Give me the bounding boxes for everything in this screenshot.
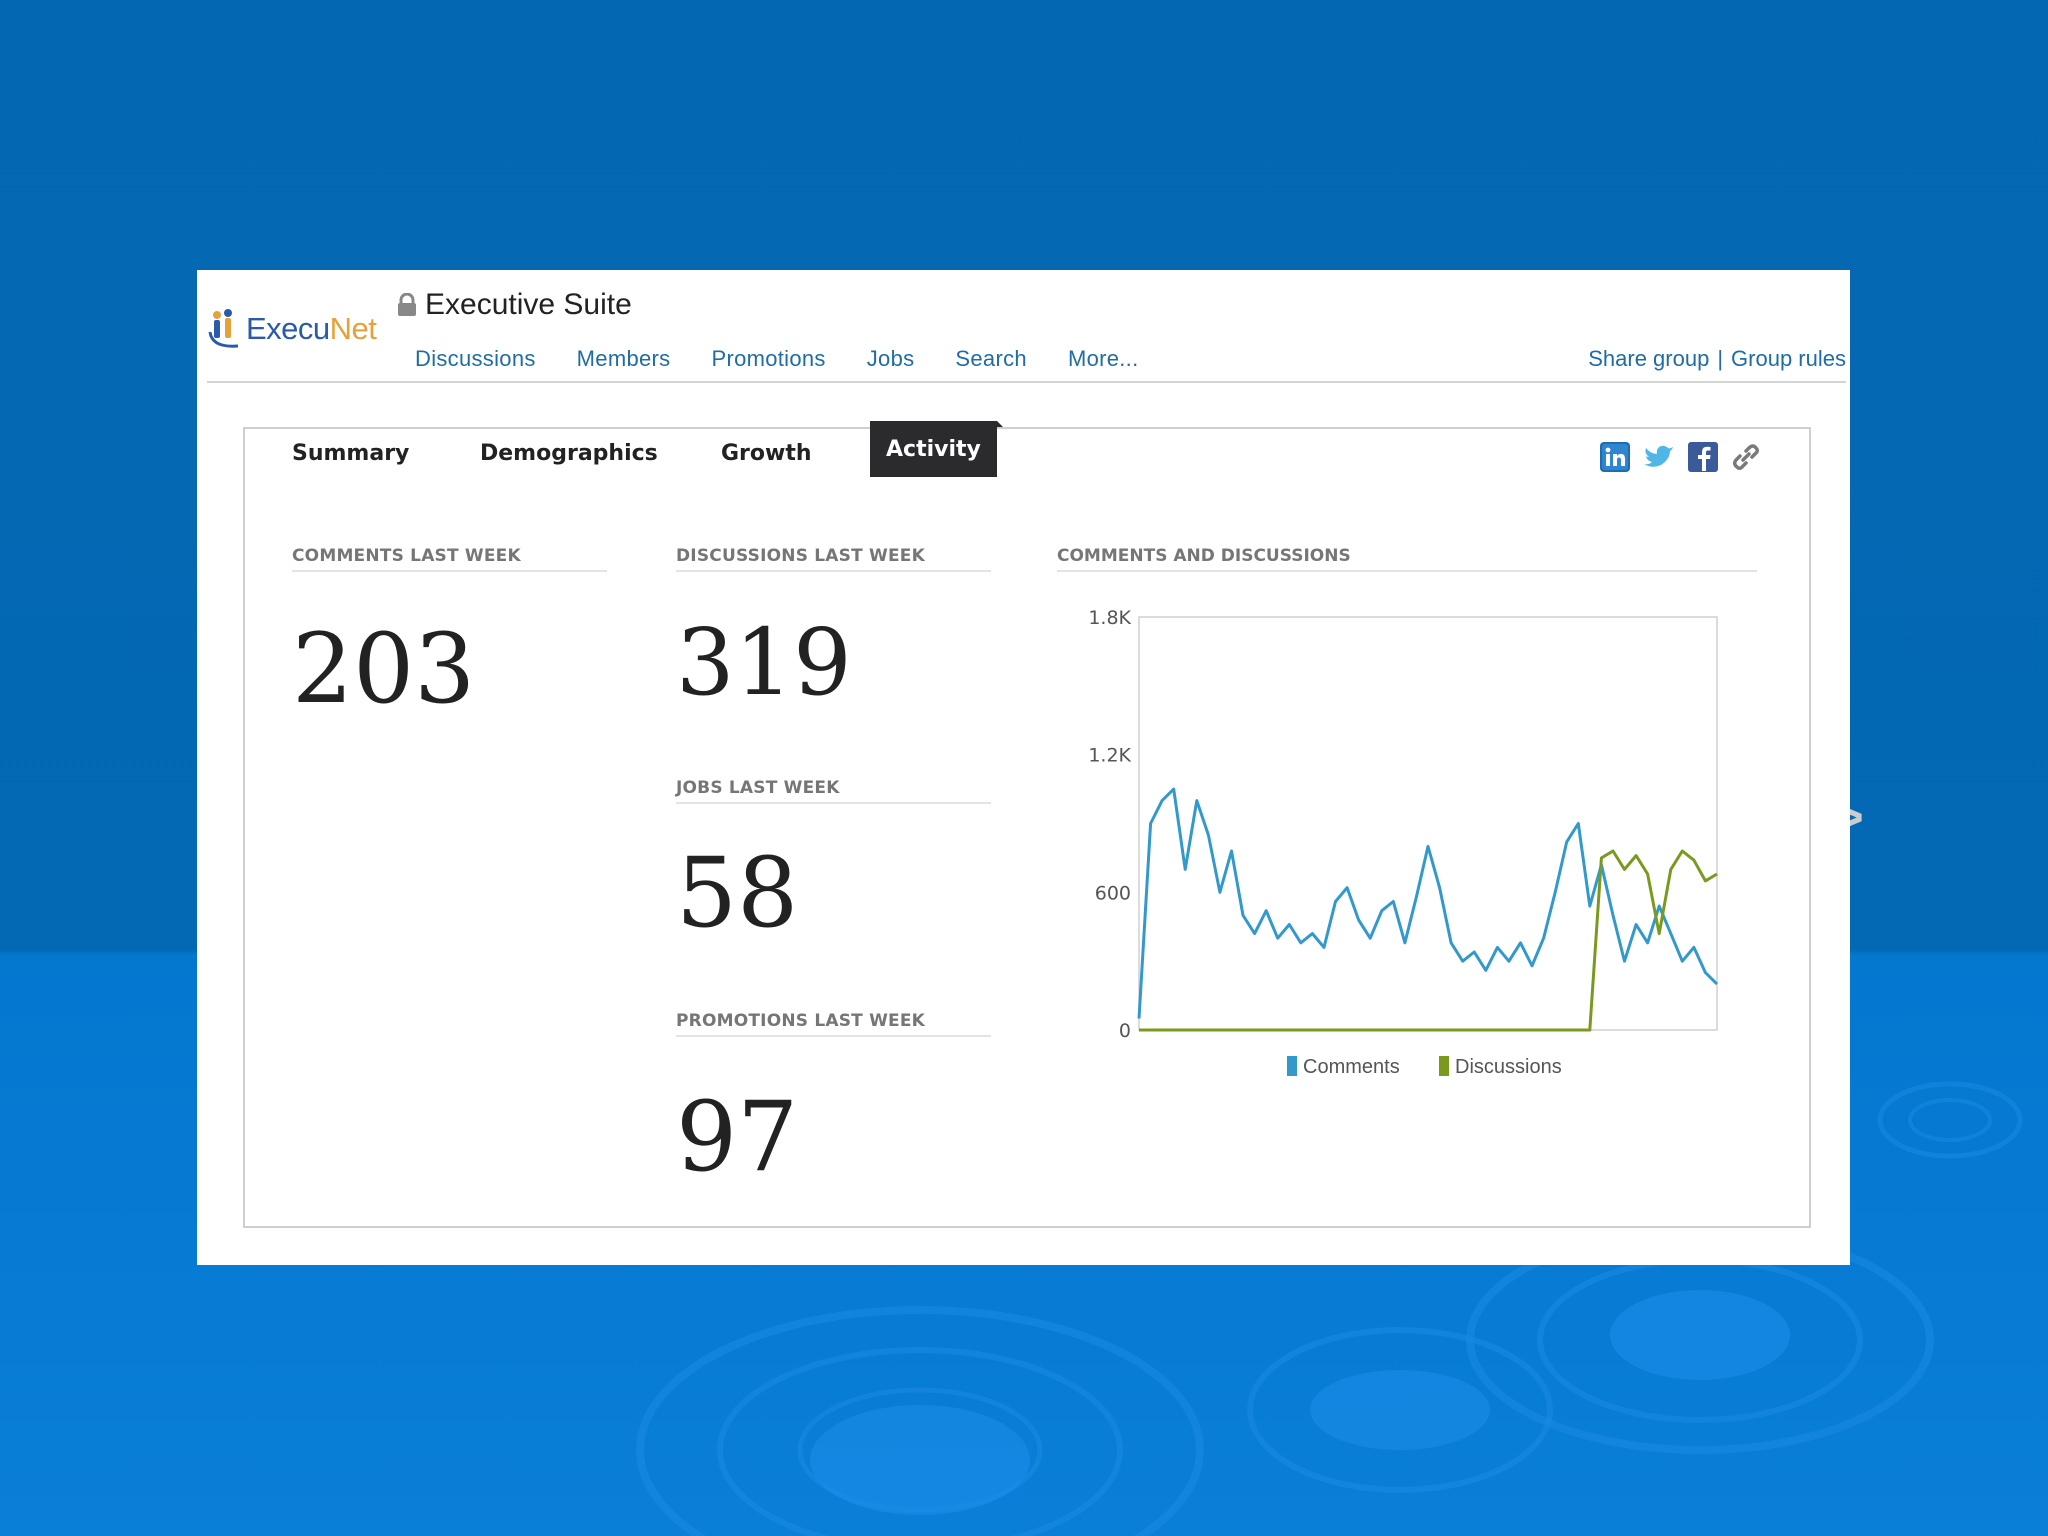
tab-summary[interactable]: Summary (292, 441, 410, 466)
logo-wordmark: ExecuNet (246, 311, 377, 347)
twitter-icon[interactable] (1643, 443, 1675, 471)
link-icon[interactable] (1731, 442, 1761, 472)
discussions-last-week-value: 319 (676, 609, 852, 716)
group-title-text: Executive Suite (425, 288, 632, 321)
legend-label-comments: Comments (1303, 1056, 1400, 1078)
group-nav: Discussions Members Promotions Jobs Sear… (415, 346, 1180, 372)
group-title: Executive Suite (397, 288, 632, 322)
discussions-last-week-label: DISCUSSIONS LAST WEEK (676, 546, 991, 572)
statistics-panel: Summary Demographics Growth Activity (243, 421, 1811, 1228)
jobs-last-week-label: JOBS LAST WEEK (676, 778, 991, 804)
comments-last-week-label: COMMENTS LAST WEEK (292, 546, 607, 572)
comments-last-week-value: 203 (292, 613, 476, 725)
logo-text-net: Net (329, 311, 377, 346)
jobs-last-week-value: 58 (676, 837, 799, 949)
screenshot-panel: ExecuNet Executive Suite Discussions Mem… (197, 270, 1850, 1265)
linkedin-icon[interactable] (1599, 441, 1631, 473)
share-group-link[interactable]: Share group (1588, 346, 1710, 371)
legend-label-discussions: Discussions (1455, 1056, 1562, 1078)
series-line-discussions (1139, 849, 1718, 1032)
share-icons (1587, 441, 1761, 473)
facebook-icon[interactable] (1687, 441, 1719, 473)
series-line-comments (1137, 787, 1719, 1019)
tab-demographics[interactable]: Demographics (480, 441, 658, 466)
execunet-logo[interactable]: ExecuNet (208, 308, 377, 350)
comments-discussions-chart: 0 600 1.2K 1.8K Comments Discussions (1088, 607, 1719, 1078)
chart-title: COMMENTS AND DISCUSSIONS (1057, 546, 1757, 572)
nav-discussions[interactable]: Discussions (415, 346, 536, 371)
tab-growth[interactable]: Growth (721, 441, 812, 466)
promotions-last-week-label: PROMOTIONS LAST WEEK (676, 1011, 991, 1037)
group-rules-link[interactable]: Group rules (1731, 346, 1846, 371)
y-tick-label: 1.8K (1088, 607, 1131, 629)
nav-search[interactable]: Search (955, 346, 1027, 371)
group-actions: Share group | Group rules (1588, 346, 1846, 372)
nav-jobs[interactable]: Jobs (866, 346, 915, 371)
y-tick-label: 0 (1119, 1020, 1131, 1042)
plot-area (1138, 616, 1718, 1031)
actions-separator: | (1717, 346, 1724, 371)
nav-promotions[interactable]: Promotions (711, 346, 826, 371)
tab-activity[interactable]: Activity (870, 421, 1003, 477)
legend-swatch-comments (1287, 1056, 1297, 1076)
promotions-last-week-value: 97 (676, 1081, 799, 1193)
people-logo-icon (208, 309, 239, 348)
header-divider (207, 381, 1846, 383)
y-tick-label: 600 (1095, 882, 1131, 904)
legend-swatch-discussions (1439, 1056, 1449, 1076)
nav-more[interactable]: More... (1067, 346, 1139, 371)
lock-icon (398, 293, 416, 316)
y-tick-label: 1.2K (1088, 745, 1131, 767)
logo-text-execu: Execu (246, 311, 330, 346)
nav-members[interactable]: Members (576, 346, 671, 371)
